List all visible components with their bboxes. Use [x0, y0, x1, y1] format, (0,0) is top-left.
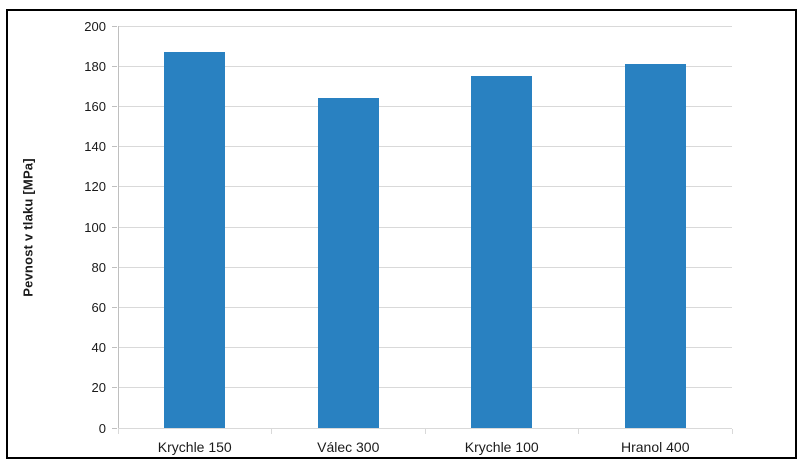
y-axis-tick-mark [112, 146, 117, 148]
y-axis-tick-mark [112, 387, 117, 389]
y-axis-tick-mark [112, 25, 117, 27]
plot-area [118, 26, 733, 428]
y-axis-tick-label: 120 [84, 179, 106, 195]
gridline [118, 347, 732, 349]
bar-krychle-100 [471, 76, 533, 428]
y-axis-tick-mark [112, 65, 117, 67]
y-axis-tick-label: 100 [84, 219, 106, 235]
bar-krychle-150 [164, 52, 226, 428]
bar-válec-300 [317, 98, 379, 428]
y-axis-tick-mark [112, 427, 117, 429]
x-axis-category-label: Krychle 100 [464, 439, 539, 455]
gridline [118, 266, 732, 268]
x-axis-tick-mark [424, 429, 426, 434]
y-axis-tick-mark [112, 226, 117, 228]
y-axis-tick-label: 60 [91, 299, 106, 315]
y-axis-tick-label: 180 [84, 58, 106, 74]
x-axis-category-label: Krychle 150 [157, 439, 232, 455]
gridline [118, 146, 732, 148]
x-axis-tick-mark [578, 429, 579, 434]
y-axis-tick-label: 0 [98, 420, 106, 436]
gridline [118, 387, 732, 389]
y-axis-tick-label: 140 [84, 139, 106, 155]
y-axis-tick-mark [112, 347, 117, 349]
y-axis-tick-mark [112, 105, 117, 107]
gridline [118, 226, 732, 228]
bar-hranol-400 [624, 64, 686, 428]
x-axis-tick-mark [117, 429, 119, 434]
y-axis-tick-label: 200 [84, 18, 106, 34]
x-axis-category-label: Válec 300 [317, 439, 380, 455]
y-axis-tick-mark [112, 186, 117, 188]
gridline [118, 25, 732, 27]
gridline [118, 65, 732, 67]
y-axis-tick-label: 160 [84, 98, 106, 114]
x-axis-tick-mark [271, 429, 272, 434]
x-axis-category-label: Hranol 400 [621, 439, 690, 455]
y-axis-title: Pevnost v tlaku [MPa] [20, 158, 36, 297]
y-axis-tick-label: 20 [91, 380, 106, 396]
y-axis-tick-mark [112, 266, 117, 268]
gridline [118, 186, 732, 188]
y-axis-tick-mark [112, 306, 117, 308]
y-axis-tick-label: 80 [91, 259, 106, 275]
gridline [118, 427, 732, 429]
x-axis-tick-mark [731, 429, 733, 434]
gridline [118, 105, 732, 107]
gridline [118, 306, 732, 308]
y-axis-tick-label: 40 [91, 340, 106, 356]
